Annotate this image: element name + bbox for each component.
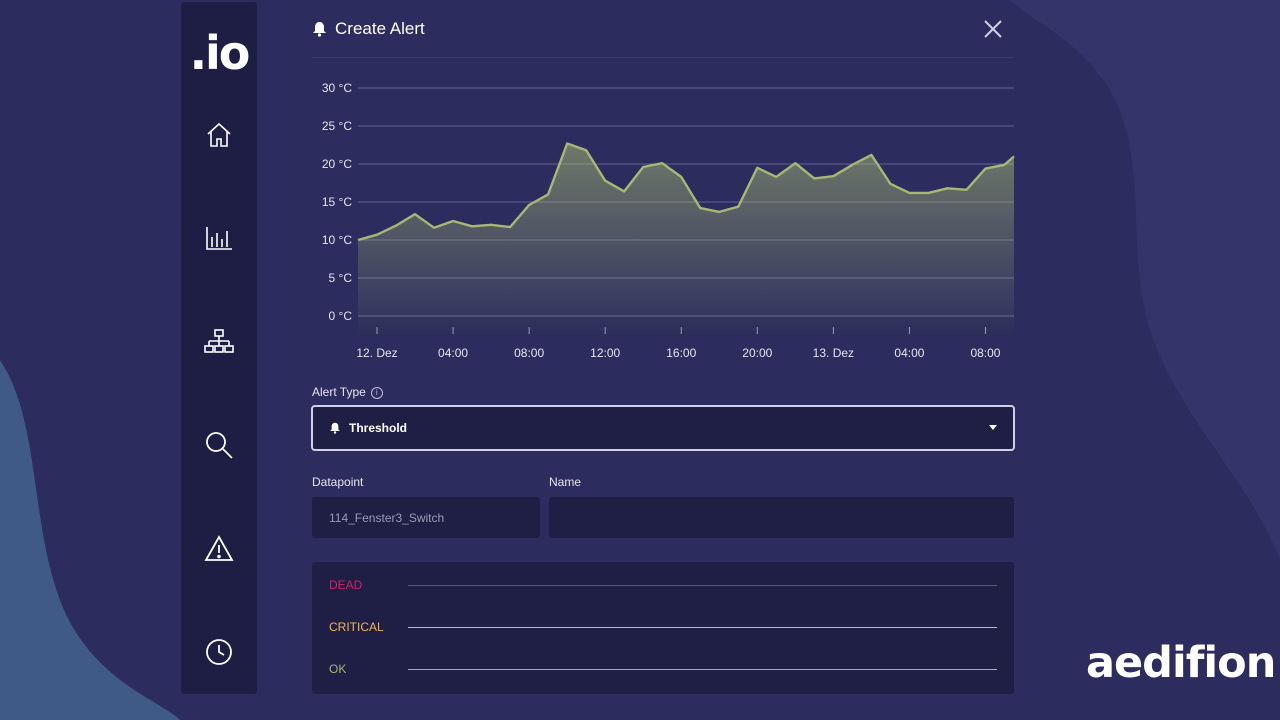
name-field[interactable] xyxy=(549,497,1014,538)
chart-icon xyxy=(206,227,232,250)
datapoint-label: Datapoint xyxy=(312,475,364,489)
brand-logo: aedifion xyxy=(1086,638,1276,688)
y-tick-label: 15 °C xyxy=(322,195,352,209)
name-label: Name xyxy=(549,475,582,489)
header-divider xyxy=(312,57,1014,58)
sidebar-item-home[interactable] xyxy=(199,115,239,155)
warning-icon xyxy=(204,535,234,561)
x-tick-label: 12. Dez xyxy=(356,346,397,360)
level-dead[interactable]: DEAD xyxy=(329,576,999,596)
alert-type-select[interactable]: Threshold xyxy=(311,405,1015,451)
level-dead-label: DEAD xyxy=(329,578,363,592)
series-line xyxy=(357,142,1015,242)
x-tick-label: 04:00 xyxy=(894,346,924,360)
sidebar-item-structure[interactable] xyxy=(199,322,239,362)
bell-icon xyxy=(313,22,326,37)
sidebar-item-analytics[interactable] xyxy=(199,218,239,258)
x-tick-label: 12:00 xyxy=(590,346,620,360)
y-tick-label: 25 °C xyxy=(322,119,352,133)
level-critical[interactable]: CRITICAL xyxy=(329,618,999,638)
y-tick-label: 5 °C xyxy=(329,271,353,285)
close-icon[interactable] xyxy=(980,16,1006,42)
datapoint-field[interactable] xyxy=(312,497,540,538)
info-icon[interactable]: i xyxy=(370,387,383,399)
alert-type-value: Threshold xyxy=(349,421,408,435)
bell-icon xyxy=(330,422,340,434)
y-tick-label: 0 °C xyxy=(329,309,353,323)
sidebar-item-history[interactable] xyxy=(199,632,239,672)
threshold-levels: DEAD CRITICAL OK xyxy=(312,562,1014,694)
y-tick-label: 30 °C xyxy=(322,81,352,95)
sidebar-item-search[interactable] xyxy=(199,425,239,465)
dialog-header: Create Alert xyxy=(312,19,425,39)
sidebar-item-alerts[interactable] xyxy=(199,529,239,569)
level-ok[interactable]: OK xyxy=(329,660,999,680)
y-tick-label: 20 °C xyxy=(322,157,352,171)
level-ok-line[interactable] xyxy=(408,669,997,670)
series-area xyxy=(358,143,1014,336)
x-tick-label: 08:00 xyxy=(514,346,544,360)
clock-icon xyxy=(206,639,232,665)
x-tick-label: 20:00 xyxy=(742,346,772,360)
home-icon xyxy=(207,122,231,147)
x-tick-label: 16:00 xyxy=(666,346,696,360)
x-tick-label: 04:00 xyxy=(438,346,468,360)
x-tick-label: 08:00 xyxy=(970,346,1000,360)
app-logo[interactable]: .io xyxy=(189,26,251,80)
sidebar: .io xyxy=(181,2,257,694)
x-tick-label: 13. Dez xyxy=(813,346,854,360)
chevron-down-icon xyxy=(989,425,997,430)
level-critical-label: CRITICAL xyxy=(329,620,384,634)
hierarchy-icon xyxy=(204,329,234,353)
temperature-chart: 0 °C 5 °C 10 °C 15 °C 20 °C 25 °C 30 °C 12. Dez… xyxy=(322,81,1015,360)
dialog-title: Create Alert xyxy=(335,19,425,38)
search-icon xyxy=(206,432,233,459)
alert-type-label: Alert Type i xyxy=(312,385,383,399)
level-ok-label: OK xyxy=(329,662,347,676)
level-dead-line[interactable] xyxy=(408,585,997,586)
y-tick-label: 10 °C xyxy=(322,233,352,247)
level-critical-line[interactable] xyxy=(408,627,997,628)
